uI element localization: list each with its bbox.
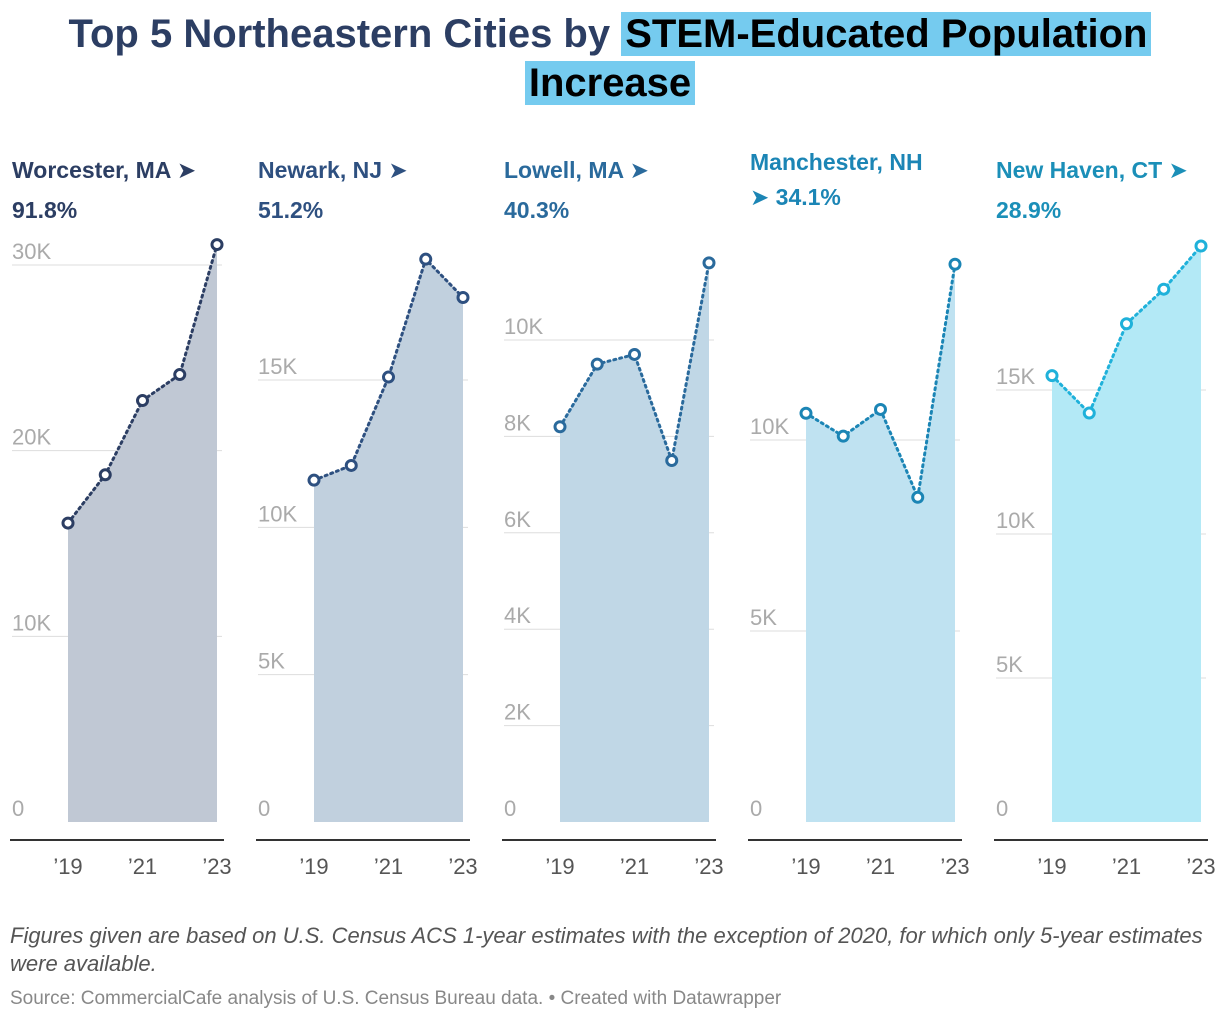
data-point [61,516,75,530]
panel-city: Manchester, NH [750,149,923,175]
data-point [1194,239,1208,253]
y-tick-label: 5K [258,649,285,674]
x-tick-label: ’21 [1112,854,1141,879]
data-point [628,347,641,361]
y-tick-label: 0 [996,796,1008,821]
y-tick-label: 0 [258,796,270,821]
y-tick-label: 15K [996,364,1035,389]
y-tick-label: 0 [504,796,516,821]
panel-change: 40.3% [504,197,570,223]
data-point [173,368,187,382]
x-tick-label: ’23 [940,854,969,879]
footnote: Figures given are based on U.S. Census A… [10,923,1203,976]
panel-header-newark: Newark, NJ ➤ 51.2% [258,150,473,230]
panel-header-worcester: Worcester, MA ➤ 91.8% [12,150,227,230]
data-point [911,490,925,504]
y-tick-label: 10K [750,414,789,439]
panel-change: 28.9% [996,197,1062,223]
y-tick-label: 6K [504,507,531,532]
area-fill [68,244,217,822]
data-point [307,473,321,487]
data-point [382,370,395,384]
y-tick-label: 5K [996,652,1023,677]
title-text: Top 5 Northeastern Cities by [68,12,622,56]
data-point [136,394,149,408]
area-fill [1052,246,1201,822]
x-tick-label: ’23 [448,854,477,879]
x-tick-label: ’21 [620,854,649,879]
panel-title: Newark, NJ ➤ 51.2% [258,150,473,230]
data-point [1082,406,1096,420]
data-point [456,290,470,304]
y-tick-label: 0 [12,796,24,821]
area-fill [314,259,463,823]
area-fill [560,262,709,822]
y-tick-label: 10K [12,610,51,635]
panel-city: New Haven, CT ➤ [996,157,1188,183]
x-tick-label: ’21 [866,854,895,879]
y-tick-label: 20K [12,425,51,450]
y-tick-label: 30K [12,239,51,264]
x-tick-label: ’19 [1037,854,1066,879]
chart-title: Top 5 Northeastern Cities by STEM-Educat… [0,10,1220,108]
data-point [874,402,887,416]
panel-change: ➤ 34.1% [750,184,841,210]
panel-city: Lowell, MA ➤ [504,157,649,183]
panel-header-new-haven: New Haven, CT ➤ 28.9% [996,150,1211,230]
data-point [419,252,433,266]
data-point [553,420,567,434]
title-highlight-2: Increase [524,61,696,105]
x-tick-label: ’23 [202,854,231,879]
x-tick-label: ’19 [545,854,574,879]
data-point [1045,369,1059,383]
panel-title: Worcester, MA ➤ 91.8% [12,150,227,230]
y-tick-label: 15K [258,354,297,379]
panel-title: Manchester, NH ➤ 34.1% [750,145,965,215]
panel-title: New Haven, CT ➤ 28.9% [996,150,1211,230]
area-fill [806,264,955,822]
y-tick-label: 4K [504,603,531,628]
data-point [210,238,224,252]
y-tick-label: 5K [750,605,777,630]
small-multiples-chart: 0 10K 20K 30K ’19 ’21 ’23 0 5K 10K 15K ’19 ’21 ’23 0 2K… [10,238,1216,879]
x-tick-label: ’19 [53,854,82,879]
source-credit: Source: CommercialCafe analysis of U.S. … [10,988,782,1009]
data-point [1157,282,1171,296]
data-point [344,458,358,472]
x-tick-label: ’19 [299,854,328,879]
data-point [948,257,962,271]
data-point [702,256,716,270]
data-point [665,454,679,467]
panel-header-manchester: Manchester, NH ➤ 34.1% [750,145,965,215]
panel-city: Worcester, MA ➤ [12,157,197,183]
series-line [312,256,465,482]
panel-title: Lowell, MA ➤ 40.3% [504,150,719,230]
panel-change: 91.8% [12,197,78,223]
panel-header-lowell: Lowell, MA ➤ 40.3% [504,150,719,230]
data-point [799,406,813,420]
title-highlight: STEM-Educated Population [621,12,1152,56]
data-point [836,429,850,443]
data-point [1120,317,1133,331]
y-tick-label: 0 [750,796,762,821]
data-point [98,468,112,482]
y-tick-label: 8K [504,410,531,435]
y-tick-label: 2K [504,700,531,725]
x-tick-label: ’23 [1186,854,1215,879]
panel-change: 51.2% [258,197,324,223]
y-tick-label: 10K [504,314,543,339]
x-tick-label: ’23 [694,854,723,879]
y-tick-label: 10K [996,508,1035,533]
data-point [590,357,604,371]
x-tick-label: ’21 [128,854,157,879]
x-tick-label: ’19 [791,854,820,879]
panel-city: Newark, NJ ➤ [258,157,408,183]
y-tick-label: 10K [258,501,297,526]
x-tick-label: ’21 [374,854,403,879]
